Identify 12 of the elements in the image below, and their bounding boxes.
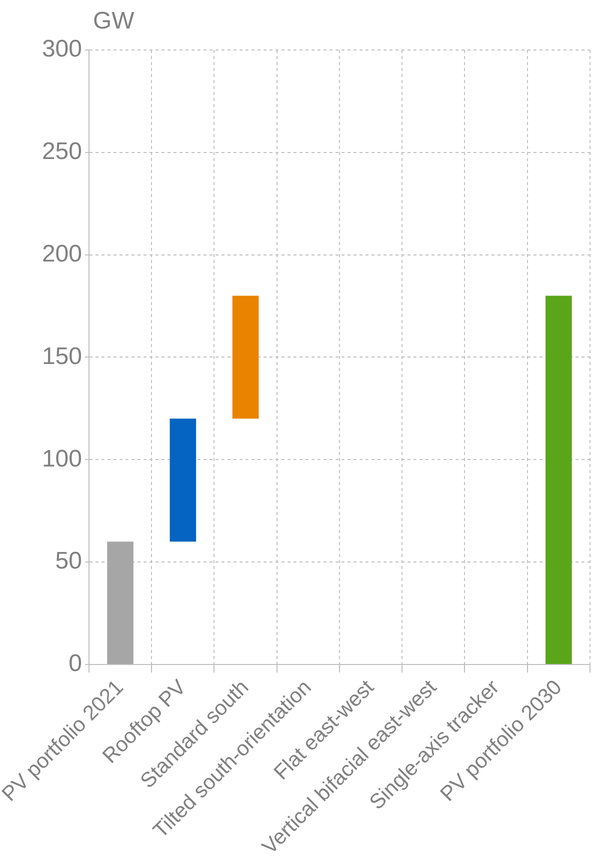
bar [232,296,259,419]
y-tick-label: 150 [42,342,82,370]
bar [170,418,196,542]
y-axis-title: GW [92,8,135,35]
y-tick-label: 200 [42,240,82,268]
y-tick-label: 100 [42,445,82,472]
y-tick-label: 300 [42,36,82,63]
y-tick-label: 50 [55,548,82,575]
y-tick-label: 0 [68,650,82,678]
y-tick-label: 250 [42,138,82,166]
bar [107,542,134,664]
bar [546,296,572,664]
